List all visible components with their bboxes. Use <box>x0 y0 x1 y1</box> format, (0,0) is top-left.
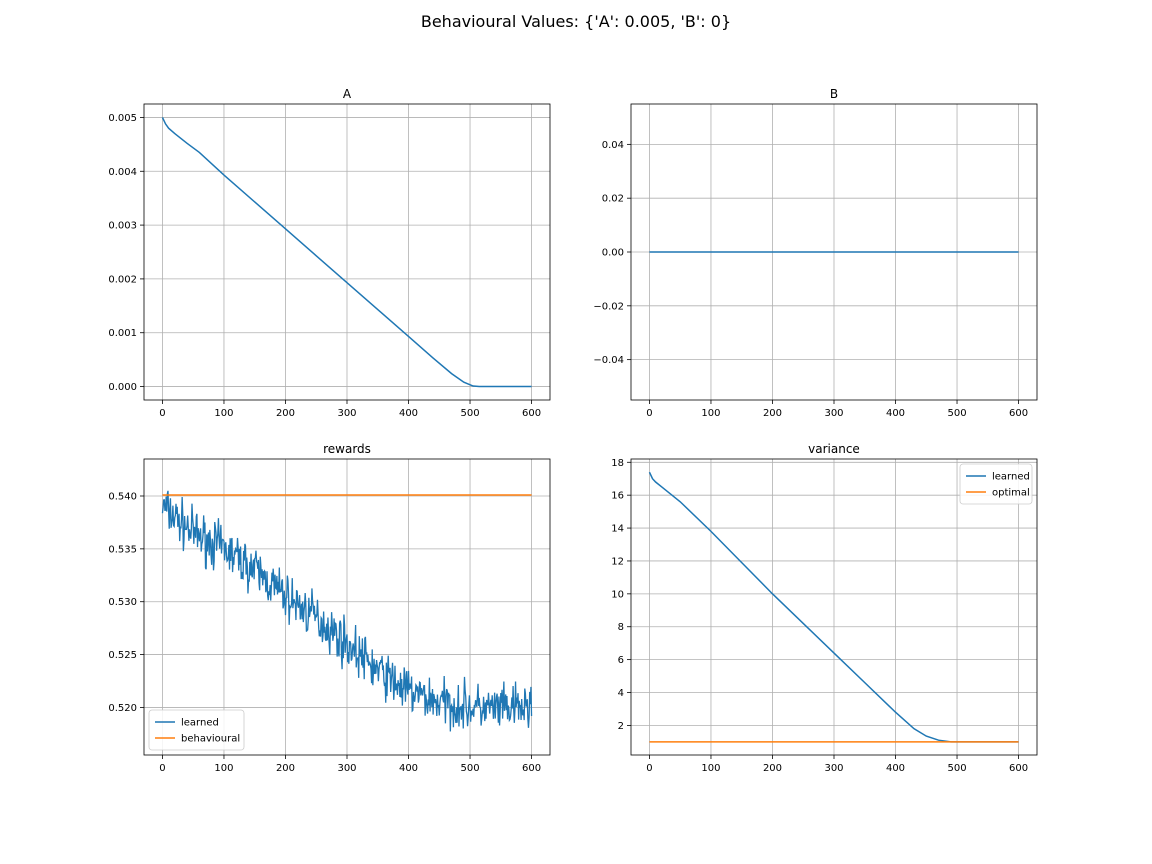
x-tick-label: 600 <box>522 763 541 774</box>
y-tick-label: 12 <box>611 556 624 567</box>
x-tick-label: 500 <box>460 408 479 419</box>
figure-title: Behavioural Values: {'A': 0.005, 'B': 0} <box>420 12 732 31</box>
x-tick-label: 300 <box>337 763 356 774</box>
chart-title: variance <box>808 442 860 456</box>
y-tick-label: 6 <box>618 655 624 666</box>
y-tick-label: 0.00 <box>602 248 624 259</box>
y-tick-label: 0.02 <box>602 194 624 205</box>
chart-title: B <box>830 87 838 101</box>
x-tick-label: 0 <box>159 763 165 774</box>
chart-title: rewards <box>323 442 371 456</box>
y-tick-label: 4 <box>618 688 624 699</box>
legend-box <box>959 463 1033 505</box>
x-tick-label: 400 <box>399 408 418 419</box>
chart-title: A <box>343 87 352 101</box>
x-tick-label: 400 <box>399 763 418 774</box>
y-tick-label: 10 <box>611 589 624 600</box>
y-tick-label: 8 <box>618 622 624 633</box>
y-tick-label: −0.04 <box>593 355 624 366</box>
y-tick-label: 0.525 <box>108 650 137 661</box>
y-tick-label: 0.000 <box>108 382 137 393</box>
x-tick-label: 600 <box>1009 763 1028 774</box>
y-tick-label: −0.02 <box>593 301 624 312</box>
y-tick-label: 0.535 <box>108 544 137 555</box>
legend-label: learned <box>181 718 219 729</box>
y-tick-label: 0.001 <box>108 328 137 339</box>
x-tick-label: 500 <box>947 408 966 419</box>
legend-box <box>148 709 245 751</box>
legend: learned optimal <box>959 463 1033 505</box>
x-tick-label: 100 <box>701 763 720 774</box>
x-tick-label: 100 <box>214 763 233 774</box>
x-tick-label: 0 <box>646 408 652 419</box>
x-tick-label: 0 <box>159 408 165 419</box>
x-tick-label: 400 <box>886 408 905 419</box>
y-tick-label: 0.540 <box>108 492 137 503</box>
x-tick-label: 500 <box>460 763 479 774</box>
x-tick-label: 500 <box>947 763 966 774</box>
y-tick-label: 0.04 <box>602 140 624 151</box>
y-tick-label: 16 <box>611 491 624 502</box>
x-tick-label: 300 <box>337 408 356 419</box>
y-tick-label: 14 <box>611 524 624 535</box>
y-tick-label: 2 <box>618 721 624 732</box>
x-tick-label: 100 <box>214 408 233 419</box>
x-tick-label: 200 <box>763 763 782 774</box>
x-tick-label: 200 <box>763 408 782 419</box>
x-tick-label: 300 <box>824 408 843 419</box>
legend-label: optimal <box>992 488 1030 499</box>
y-tick-label: 0.004 <box>108 167 137 178</box>
x-tick-label: 200 <box>276 408 295 419</box>
legend-label: behavioural <box>181 734 240 745</box>
x-tick-label: 600 <box>1009 408 1028 419</box>
chart-rewards: 0 100 200 300 400 500 600 0.520 0.525 0.530 0.535 0… <box>108 442 551 774</box>
x-tick-label: 0 <box>646 763 652 774</box>
chart-variance: 0 100 200 300 400 500 600 2 4 6 8 10 12 14 16 18 varianc… <box>611 442 1038 774</box>
x-tick-label: 100 <box>701 408 720 419</box>
y-tick-label: 0.520 <box>108 703 137 714</box>
series-line-learned <box>161 490 533 732</box>
x-tick-label: 600 <box>522 408 541 419</box>
y-tick-label: 0.003 <box>108 221 137 232</box>
chart-B: 0 100 200 300 400 500 600 −0.04 −0.02 0.00 0.02 0.0… <box>593 87 1038 419</box>
legend: learned behavioural <box>148 709 245 751</box>
y-tick-label: 0.005 <box>108 113 137 124</box>
x-tick-label: 300 <box>824 763 843 774</box>
chart-A: 0 100 200 300 400 500 600 0.000 0.001 0.002 0.003 0… <box>108 87 551 419</box>
y-tick-label: 0.530 <box>108 597 137 608</box>
y-tick-label: 18 <box>611 458 624 469</box>
x-tick-label: 200 <box>276 763 295 774</box>
series-line-line <box>161 117 532 388</box>
y-tick-label: 0.002 <box>108 274 137 285</box>
x-tick-label: 400 <box>886 763 905 774</box>
legend-label: learned <box>992 472 1030 483</box>
